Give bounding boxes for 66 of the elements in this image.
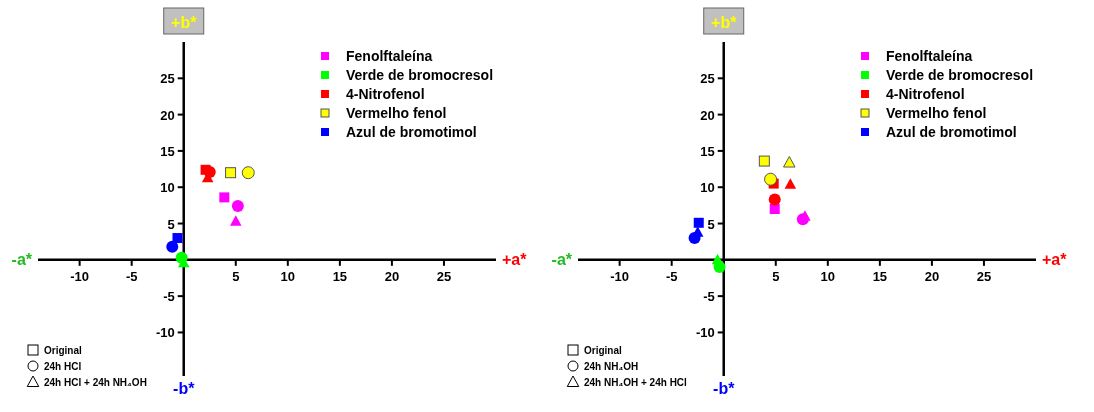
point xyxy=(784,178,797,189)
point xyxy=(230,215,242,226)
y-tick-label: 5 xyxy=(167,216,175,232)
x-tick-label: 10 xyxy=(820,268,836,284)
x-tick-label: -5 xyxy=(665,268,678,284)
x-tick-label: -10 xyxy=(610,268,630,284)
text: -a* xyxy=(11,250,33,268)
y-tick-label: 20 xyxy=(160,107,175,123)
point xyxy=(758,155,770,167)
legend-label: Vermelho fenol xyxy=(886,104,987,121)
text: -b* xyxy=(173,380,196,397)
text: -b* xyxy=(713,380,736,397)
point xyxy=(764,172,778,186)
point xyxy=(241,166,255,180)
y-tick-label: 25 xyxy=(160,71,175,87)
point xyxy=(769,204,780,214)
text: +b* xyxy=(711,14,738,31)
annotation: 24h NH₄OH xyxy=(584,360,639,372)
y-tick-label: 5 xyxy=(707,216,715,232)
point xyxy=(783,156,796,168)
y-tick-label: -5 xyxy=(163,289,175,305)
text: 24h HCl + 24h NH₄OH xyxy=(44,376,147,388)
x-tick-label: 5 xyxy=(232,268,240,284)
y-tick-label: -10 xyxy=(155,325,175,341)
y-tick-label: -5 xyxy=(703,289,715,305)
y-tick-label: 10 xyxy=(700,180,715,196)
legend-label: 4-Nitrofenol xyxy=(886,85,965,102)
point xyxy=(768,193,781,206)
legend-label: Azul de bromotimol xyxy=(886,123,1017,140)
point xyxy=(219,192,230,203)
x-tick-label: 20 xyxy=(924,268,940,284)
legend-label: Verde de bromocresol xyxy=(346,66,494,83)
y-tick-label: 25 xyxy=(700,71,715,87)
x-tick-label: 25 xyxy=(436,268,452,284)
annotation: Original xyxy=(584,344,622,356)
y-tick-label: 20 xyxy=(700,107,715,123)
text: -a* xyxy=(551,250,573,268)
text: 24h NH₄OH + 24h HCl xyxy=(584,376,687,388)
legend-label: Fenolftaleína xyxy=(886,47,973,64)
point xyxy=(693,217,704,228)
y-tick-label: 15 xyxy=(160,143,175,159)
text: +b* xyxy=(171,14,198,31)
y-tick-label: -10 xyxy=(695,325,715,341)
x-tick-label: 10 xyxy=(280,268,296,284)
point xyxy=(225,167,237,179)
x-tick-label: 15 xyxy=(332,268,348,284)
annotation: 24h HCl xyxy=(44,360,82,372)
legend-label: Verde de bromocresol xyxy=(886,66,1034,83)
point xyxy=(231,200,244,213)
x-tick-label: 5 xyxy=(772,268,780,284)
legend-label: 4-Nitrofenol xyxy=(346,85,425,102)
text: +a* xyxy=(1042,250,1068,268)
x-tick-label: 15 xyxy=(872,268,888,284)
point xyxy=(172,233,183,244)
x-tick-label: 20 xyxy=(384,268,400,284)
point xyxy=(166,240,179,253)
legend-label: Vermelho fenol xyxy=(346,104,447,121)
x-tick-label: -10 xyxy=(70,268,90,284)
y-tick-label: 10 xyxy=(160,180,175,196)
text: +a* xyxy=(502,250,528,268)
x-tick-label: 25 xyxy=(976,268,992,284)
legend-label: Azul de bromotimol xyxy=(346,123,477,140)
y-tick-label: 15 xyxy=(700,143,715,159)
annotation: Original xyxy=(44,344,82,356)
legend-label: Fenolftaleína xyxy=(346,47,433,64)
x-tick-label: -5 xyxy=(125,268,138,284)
